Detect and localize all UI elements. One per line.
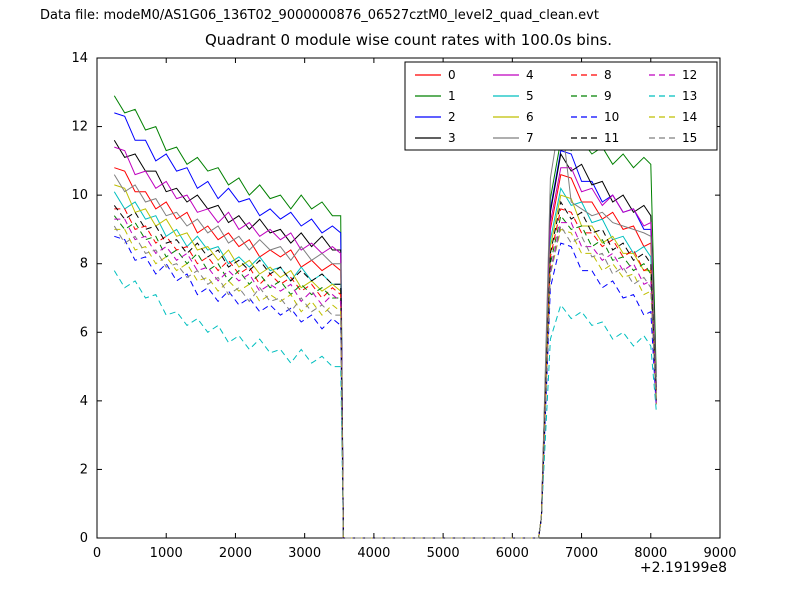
y-tick-label: 14 [71,51,88,66]
legend-label-2: 2 [448,110,456,124]
legend-label-6: 6 [526,110,534,124]
series-line-1 [113,95,657,539]
series-line-14 [114,228,657,539]
x-tick-label: 3000 [288,546,321,561]
series-line-6 [114,184,657,539]
series-line-10 [114,235,657,539]
x-tick-label: 4000 [357,546,390,561]
x-tick-label: 1000 [150,546,183,561]
series-line-8 [114,208,657,539]
y-tick-label: 4 [80,394,88,409]
legend-label-7: 7 [526,131,534,145]
series-line-4 [114,146,657,539]
legend-label-10: 10 [604,110,619,124]
x-tick-label: 8000 [634,546,667,561]
series-line-13 [113,270,657,539]
legend-label-12: 12 [682,68,697,82]
legend-box [404,61,718,151]
y-tick-label: 10 [71,188,88,203]
x-tick-label: 0 [93,546,101,561]
legend-label-4: 4 [526,68,534,82]
y-tick-label: 6 [80,325,88,340]
y-tick-label: 8 [80,257,88,272]
series-line-0 [114,167,657,539]
legend-label-13: 13 [682,89,697,103]
chart-title: Quadrant 0 module wise count rates with … [204,31,613,49]
legend-label-11: 11 [604,131,619,145]
legend-label-5: 5 [526,89,534,103]
series-line-12 [114,218,657,539]
y-tick-label: 0 [80,531,88,546]
x-tick-label: 6000 [496,546,529,561]
x-tick-label: 7000 [565,546,598,561]
legend-label-0: 0 [448,68,456,82]
x-tick-label: 9000 [703,546,736,561]
x-axis-offset-label: +2.19199e8 [639,560,727,576]
legend-label-9: 9 [604,89,612,103]
legend-label-1: 1 [448,89,456,103]
series-line-2 [114,112,657,539]
series-line-11 [113,200,657,539]
series-line-5 [113,186,657,539]
series-line-3 [113,140,657,539]
legend-label-14: 14 [682,110,697,124]
legend-label-3: 3 [448,131,456,145]
legend-label-15: 15 [682,131,697,145]
y-tick-label: 12 [71,120,88,135]
y-tick-label: 2 [80,462,88,477]
legend-label-8: 8 [604,68,612,82]
data-file-label: Data file: modeM0/AS1G06_136T02_90000008… [40,8,599,23]
x-tick-label: 5000 [427,546,460,561]
x-tick-label: 2000 [219,546,252,561]
series-line-9 [113,214,657,539]
series-line-7 [113,112,657,539]
series-line-15 [113,224,657,539]
